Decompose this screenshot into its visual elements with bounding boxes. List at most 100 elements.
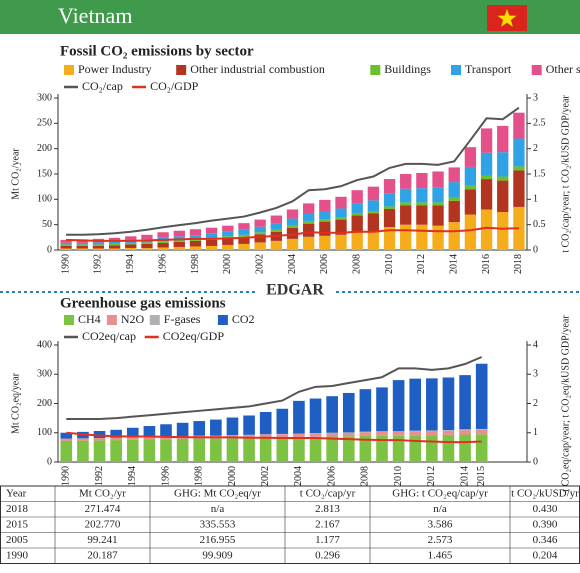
legend-label: N2O bbox=[121, 312, 145, 326]
bar-segment bbox=[400, 174, 411, 189]
bar-segment bbox=[144, 439, 156, 462]
bar-segment bbox=[393, 380, 405, 431]
x-tick-label: 2010 bbox=[393, 466, 404, 486]
bar-segment bbox=[368, 187, 379, 201]
x-tick-label: 1996 bbox=[157, 254, 168, 274]
y2-tick-label: 2 bbox=[533, 398, 538, 409]
bar-segment bbox=[60, 244, 71, 246]
bar-segment bbox=[432, 171, 443, 187]
bar-segment bbox=[110, 438, 122, 440]
table-cell: 0.204 bbox=[533, 549, 558, 561]
bar-segment bbox=[303, 214, 314, 222]
bar-segment bbox=[432, 205, 443, 225]
bar-segment bbox=[222, 232, 233, 237]
bar-segment bbox=[60, 439, 72, 441]
bar-segment bbox=[409, 431, 421, 435]
bar-segment bbox=[400, 205, 411, 224]
bar-segment bbox=[400, 202, 411, 205]
bar-segment bbox=[293, 401, 305, 434]
bar-segment bbox=[141, 244, 152, 248]
bar-segment bbox=[77, 248, 88, 250]
bar-segment bbox=[481, 209, 492, 250]
legend-label: CO2eq/GDP bbox=[163, 329, 225, 343]
bar-segment bbox=[60, 246, 71, 249]
bar-segment bbox=[449, 198, 460, 201]
table-cell: 99.909 bbox=[202, 549, 233, 561]
bar-segment bbox=[360, 432, 372, 433]
bar-segment bbox=[476, 430, 488, 434]
y2-axis-title: t CO₂eq/cap/year; t CO₂eq/kUSD GDP/year bbox=[560, 315, 571, 492]
bar-segment bbox=[449, 222, 460, 250]
bar-segment bbox=[238, 244, 249, 250]
bar-segment bbox=[93, 242, 104, 244]
x-tick-label: 1992 bbox=[94, 466, 105, 486]
table-cell: 20.187 bbox=[87, 549, 118, 561]
bar-segment bbox=[426, 431, 438, 435]
y2-tick-label: 1.5 bbox=[533, 168, 546, 179]
table-header: GHG: t CO₂eq/cap/yr bbox=[392, 487, 488, 499]
bar-segment bbox=[206, 234, 217, 239]
y-tick-label: 200 bbox=[37, 143, 52, 154]
bar-segment bbox=[497, 152, 508, 176]
chart-title: Fossil CO₂ emissions by sector bbox=[60, 43, 254, 59]
y2-tick-label: 2 bbox=[533, 143, 538, 154]
x-tick-label: 2014 bbox=[459, 466, 470, 486]
bar-segment bbox=[497, 126, 508, 152]
bar-segment bbox=[206, 228, 217, 234]
bar-segment bbox=[352, 232, 363, 250]
bar-segment bbox=[432, 187, 443, 202]
bar-segment bbox=[459, 375, 471, 429]
bar-segment bbox=[384, 209, 395, 227]
x-tick-label: 2000 bbox=[222, 254, 233, 274]
table-cell: 0.346 bbox=[533, 534, 558, 546]
bar-segment bbox=[476, 364, 488, 429]
table-cell: 0.390 bbox=[533, 518, 558, 530]
bar-segment bbox=[376, 431, 388, 432]
table-cell: 2.573 bbox=[428, 534, 453, 546]
legend-swatch bbox=[451, 65, 461, 75]
x-tick-label: 2004 bbox=[293, 466, 304, 486]
bar-segment bbox=[127, 440, 139, 462]
bar-segment bbox=[432, 226, 443, 250]
bar-segment bbox=[409, 431, 421, 432]
bar-segment bbox=[400, 225, 411, 250]
bar-segment bbox=[109, 245, 120, 248]
table-cell: 99.241 bbox=[87, 534, 117, 546]
x-tick-label: 2002 bbox=[254, 254, 265, 274]
bar-segment bbox=[287, 219, 298, 226]
bar-segment bbox=[319, 219, 330, 222]
bar-segment bbox=[416, 225, 427, 250]
bar-segment bbox=[190, 246, 201, 250]
bar-segment bbox=[227, 418, 239, 436]
bar-segment bbox=[174, 247, 185, 250]
bar-segment bbox=[193, 421, 205, 436]
bar-segment bbox=[238, 235, 249, 237]
bar-segment bbox=[459, 435, 471, 462]
bar-segment bbox=[400, 189, 411, 203]
bar-segment bbox=[432, 202, 443, 205]
bar-segment bbox=[293, 437, 305, 462]
bar-segment bbox=[157, 232, 168, 238]
bar-segment bbox=[449, 182, 460, 198]
bar-segment bbox=[93, 246, 104, 249]
bar-segment bbox=[77, 244, 88, 246]
bar-segment bbox=[459, 430, 471, 434]
legend-swatch bbox=[64, 65, 74, 75]
table-cell: 1.177 bbox=[315, 534, 340, 546]
legend-label: CO2 bbox=[232, 312, 255, 326]
bar-segment bbox=[384, 206, 395, 209]
bar-segment bbox=[481, 179, 492, 209]
bar-segment bbox=[393, 431, 405, 432]
bar-segment bbox=[93, 244, 104, 246]
bar-segment bbox=[94, 440, 106, 462]
bar-segment bbox=[60, 441, 72, 462]
y2-tick-label: 0 bbox=[533, 244, 538, 255]
table-cell: 202.770 bbox=[85, 518, 121, 530]
bar-segment bbox=[260, 412, 272, 434]
bar-segment bbox=[310, 433, 322, 437]
bar-segment bbox=[77, 441, 89, 462]
x-tick-label: 2012 bbox=[416, 254, 427, 274]
bar-segment bbox=[254, 220, 265, 227]
legend-label: CO₂/GDP bbox=[150, 79, 199, 93]
